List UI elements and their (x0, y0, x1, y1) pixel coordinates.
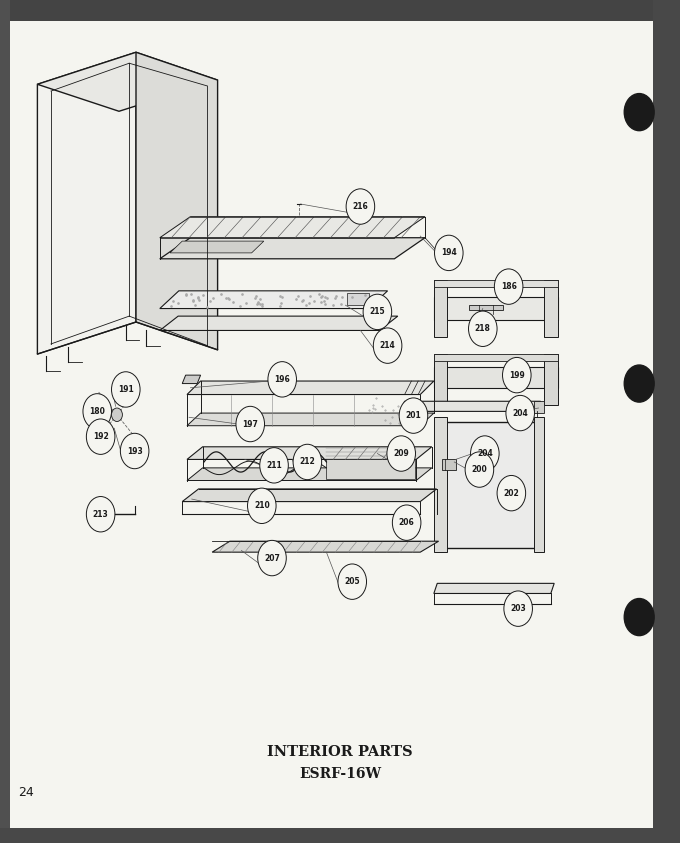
Polygon shape (37, 52, 218, 111)
Circle shape (392, 505, 421, 540)
Text: 193: 193 (126, 447, 143, 455)
Circle shape (387, 436, 415, 471)
Polygon shape (182, 375, 201, 384)
Polygon shape (212, 541, 439, 552)
Polygon shape (170, 241, 264, 253)
Polygon shape (136, 52, 218, 350)
Circle shape (86, 419, 115, 454)
Polygon shape (434, 297, 558, 320)
Text: 192: 192 (92, 432, 109, 441)
Circle shape (503, 357, 531, 393)
Polygon shape (160, 291, 388, 309)
Polygon shape (442, 459, 456, 470)
Polygon shape (160, 217, 425, 238)
Polygon shape (434, 280, 447, 337)
Circle shape (83, 394, 112, 429)
Polygon shape (544, 280, 558, 337)
Polygon shape (401, 401, 541, 411)
Text: 202: 202 (503, 489, 520, 497)
Polygon shape (187, 381, 434, 395)
Circle shape (112, 408, 122, 422)
Text: 24: 24 (18, 786, 34, 799)
Text: 213: 213 (92, 510, 109, 518)
Polygon shape (441, 422, 541, 548)
Polygon shape (434, 354, 558, 361)
Polygon shape (187, 468, 432, 481)
Text: 216: 216 (352, 202, 369, 211)
Circle shape (293, 444, 322, 480)
Polygon shape (160, 238, 425, 259)
Text: 205: 205 (345, 577, 360, 586)
Circle shape (465, 452, 494, 487)
Circle shape (435, 235, 463, 271)
Text: 212: 212 (299, 458, 316, 466)
Polygon shape (434, 280, 558, 287)
Text: 214: 214 (379, 341, 396, 350)
Circle shape (469, 311, 497, 346)
Bar (653, 0, 680, 843)
Text: 197: 197 (242, 420, 258, 428)
Text: 210: 210 (254, 502, 270, 510)
Circle shape (120, 433, 149, 469)
Circle shape (471, 436, 499, 471)
Polygon shape (326, 459, 415, 479)
Polygon shape (534, 417, 544, 552)
Circle shape (373, 328, 402, 363)
Circle shape (494, 269, 523, 304)
Polygon shape (160, 316, 398, 330)
Circle shape (504, 591, 532, 626)
Circle shape (338, 564, 367, 599)
Circle shape (624, 365, 654, 402)
Text: 215: 215 (370, 308, 385, 316)
Text: 203: 203 (510, 604, 526, 613)
Text: 204: 204 (512, 409, 528, 417)
Polygon shape (544, 354, 558, 405)
Text: 218: 218 (475, 325, 491, 333)
Circle shape (624, 599, 654, 636)
Circle shape (497, 475, 526, 511)
Text: 199: 199 (509, 371, 525, 379)
Text: 204: 204 (477, 449, 493, 458)
Text: INTERIOR PARTS: INTERIOR PARTS (267, 745, 413, 759)
Bar (0, 0, 680, 21)
Circle shape (248, 488, 276, 524)
Bar (0, 828, 680, 843)
Polygon shape (182, 489, 437, 502)
Polygon shape (434, 354, 447, 405)
Circle shape (363, 294, 392, 330)
Text: 209: 209 (393, 449, 409, 458)
Circle shape (112, 372, 140, 407)
Text: 180: 180 (89, 407, 105, 416)
Polygon shape (37, 52, 136, 354)
Circle shape (506, 395, 534, 431)
Text: 196: 196 (274, 375, 290, 384)
Text: 207: 207 (264, 554, 280, 562)
Polygon shape (401, 513, 418, 519)
Text: 201: 201 (405, 411, 422, 420)
Polygon shape (469, 305, 503, 310)
Polygon shape (534, 401, 544, 413)
Circle shape (624, 94, 654, 131)
Polygon shape (187, 447, 432, 459)
Text: ESRF-16W: ESRF-16W (299, 767, 381, 781)
Circle shape (260, 448, 288, 483)
Text: 200: 200 (471, 465, 488, 474)
Polygon shape (434, 583, 554, 593)
Text: 191: 191 (118, 385, 134, 394)
Polygon shape (434, 367, 558, 388)
Circle shape (399, 398, 428, 433)
Bar (0, 0, 10, 843)
Circle shape (236, 406, 265, 442)
Circle shape (346, 189, 375, 224)
Circle shape (86, 497, 115, 532)
Circle shape (258, 540, 286, 576)
Polygon shape (434, 417, 447, 552)
Text: 211: 211 (266, 461, 282, 470)
Text: 186: 186 (500, 282, 517, 291)
Text: 194: 194 (441, 249, 457, 257)
Polygon shape (347, 293, 369, 305)
Polygon shape (187, 413, 434, 426)
Circle shape (268, 362, 296, 397)
Text: 206: 206 (398, 518, 415, 527)
